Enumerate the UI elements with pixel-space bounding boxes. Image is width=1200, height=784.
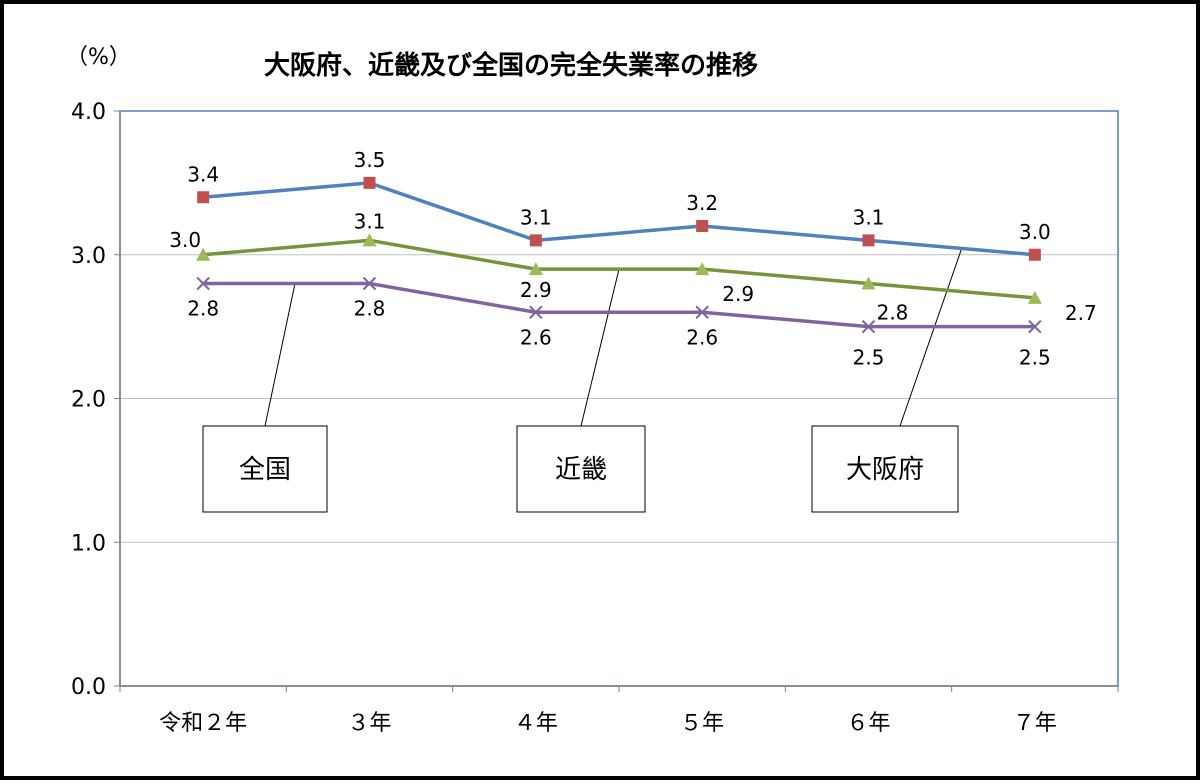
data-point-triangle xyxy=(861,276,876,290)
chart-title: 大阪府、近畿及び全国の完全失業率の推移 xyxy=(264,50,758,81)
data-point-triangle xyxy=(196,247,211,261)
data-label: 2.6 xyxy=(520,325,552,349)
data-label: 2.9 xyxy=(722,282,754,306)
data-point-triangle xyxy=(695,262,710,276)
data-point-x xyxy=(196,276,210,291)
data-point-x xyxy=(1028,319,1042,334)
data-label: 2.6 xyxy=(686,325,718,349)
callout-label: 近畿 xyxy=(555,455,607,485)
data-point-triangle xyxy=(362,233,377,247)
data-point-x-stroke xyxy=(529,305,543,319)
data-label: 3.1 xyxy=(520,205,552,229)
data-point-x-stroke xyxy=(695,305,709,319)
callout-lines xyxy=(264,247,963,427)
data-point-square xyxy=(363,176,376,189)
axes: 0.0 1.0 2.0 3.0 4.0 令和２年 ３年 ４年 ５年 ６年 ７年 xyxy=(71,100,1119,736)
x-category-label: ６年 xyxy=(846,711,890,736)
series-callouts: 大阪府 近畿 全国 xyxy=(202,425,959,513)
y-tick-label: 4.0 xyxy=(71,100,106,125)
x-category-label: ７年 xyxy=(1013,711,1057,736)
data-point-triangle xyxy=(1027,290,1042,304)
callout-box xyxy=(202,425,328,513)
data-point-square xyxy=(197,191,210,204)
x-category-label: ５年 xyxy=(680,711,724,736)
series-x xyxy=(196,276,1042,334)
data-label: 3.2 xyxy=(686,191,718,215)
data-label: 3.1 xyxy=(354,209,386,233)
x-category-label: ４年 xyxy=(514,711,558,736)
y-tick-label: 3.0 xyxy=(71,244,106,269)
data-point-x-stroke xyxy=(196,276,210,291)
series-line xyxy=(203,238,1035,300)
series-line xyxy=(203,281,1035,329)
series-square xyxy=(197,176,1041,261)
y-tick-label: 1.0 xyxy=(71,531,106,556)
data-label: 2.5 xyxy=(1019,346,1051,370)
data-label: 3.1 xyxy=(853,205,885,229)
data-label: 2.7 xyxy=(1065,301,1097,325)
data-label: 3.0 xyxy=(1019,220,1051,244)
data-point-square xyxy=(1028,248,1041,261)
callout-leader-line xyxy=(580,269,620,427)
data-label: 2.5 xyxy=(853,346,885,370)
data-point-x xyxy=(529,305,543,319)
data-label: 3.0 xyxy=(169,228,201,252)
data-label: 2.9 xyxy=(520,278,552,302)
data-label: 3.4 xyxy=(187,162,219,186)
data-point-x-stroke xyxy=(362,276,377,291)
data-point-square xyxy=(862,234,875,247)
y-tick-label: 2.0 xyxy=(71,388,106,413)
data-label: 2.8 xyxy=(354,297,386,321)
data-label: 2.8 xyxy=(187,297,219,321)
data-label: 2.8 xyxy=(877,301,909,325)
data-point-x xyxy=(695,305,709,319)
x-category-label: 令和２年 xyxy=(159,711,247,736)
callout-leader-line xyxy=(899,247,963,427)
data-point-square xyxy=(529,234,542,247)
series-layer xyxy=(196,176,1042,334)
data-point-x xyxy=(362,276,377,291)
callout-box xyxy=(811,425,959,513)
callout-label: 全国 xyxy=(239,455,291,485)
data-point-x-stroke xyxy=(861,319,876,334)
gridlines xyxy=(120,254,1118,543)
callout-label: 大阪府 xyxy=(846,455,924,485)
y-tick-label: 0.0 xyxy=(71,675,106,700)
callout-leader-line xyxy=(264,283,296,427)
series-line xyxy=(203,181,1035,257)
data-labels: 3.4 3.5 3.1 3.2 3.1 3.0 3.0 3.1 2.9 2.9 2.8 2.7 2.8 2… xyxy=(169,148,1096,370)
data-point-x xyxy=(861,319,876,334)
x-category-label: ３年 xyxy=(347,711,391,736)
series-triangle xyxy=(196,233,1042,304)
data-point-triangle xyxy=(528,262,543,276)
data-label: 3.5 xyxy=(354,148,386,172)
y-axis-unit-label: （%） xyxy=(66,45,131,70)
callout-box xyxy=(516,425,646,513)
data-point-x-stroke xyxy=(1028,319,1042,334)
data-point-square xyxy=(696,220,709,232)
